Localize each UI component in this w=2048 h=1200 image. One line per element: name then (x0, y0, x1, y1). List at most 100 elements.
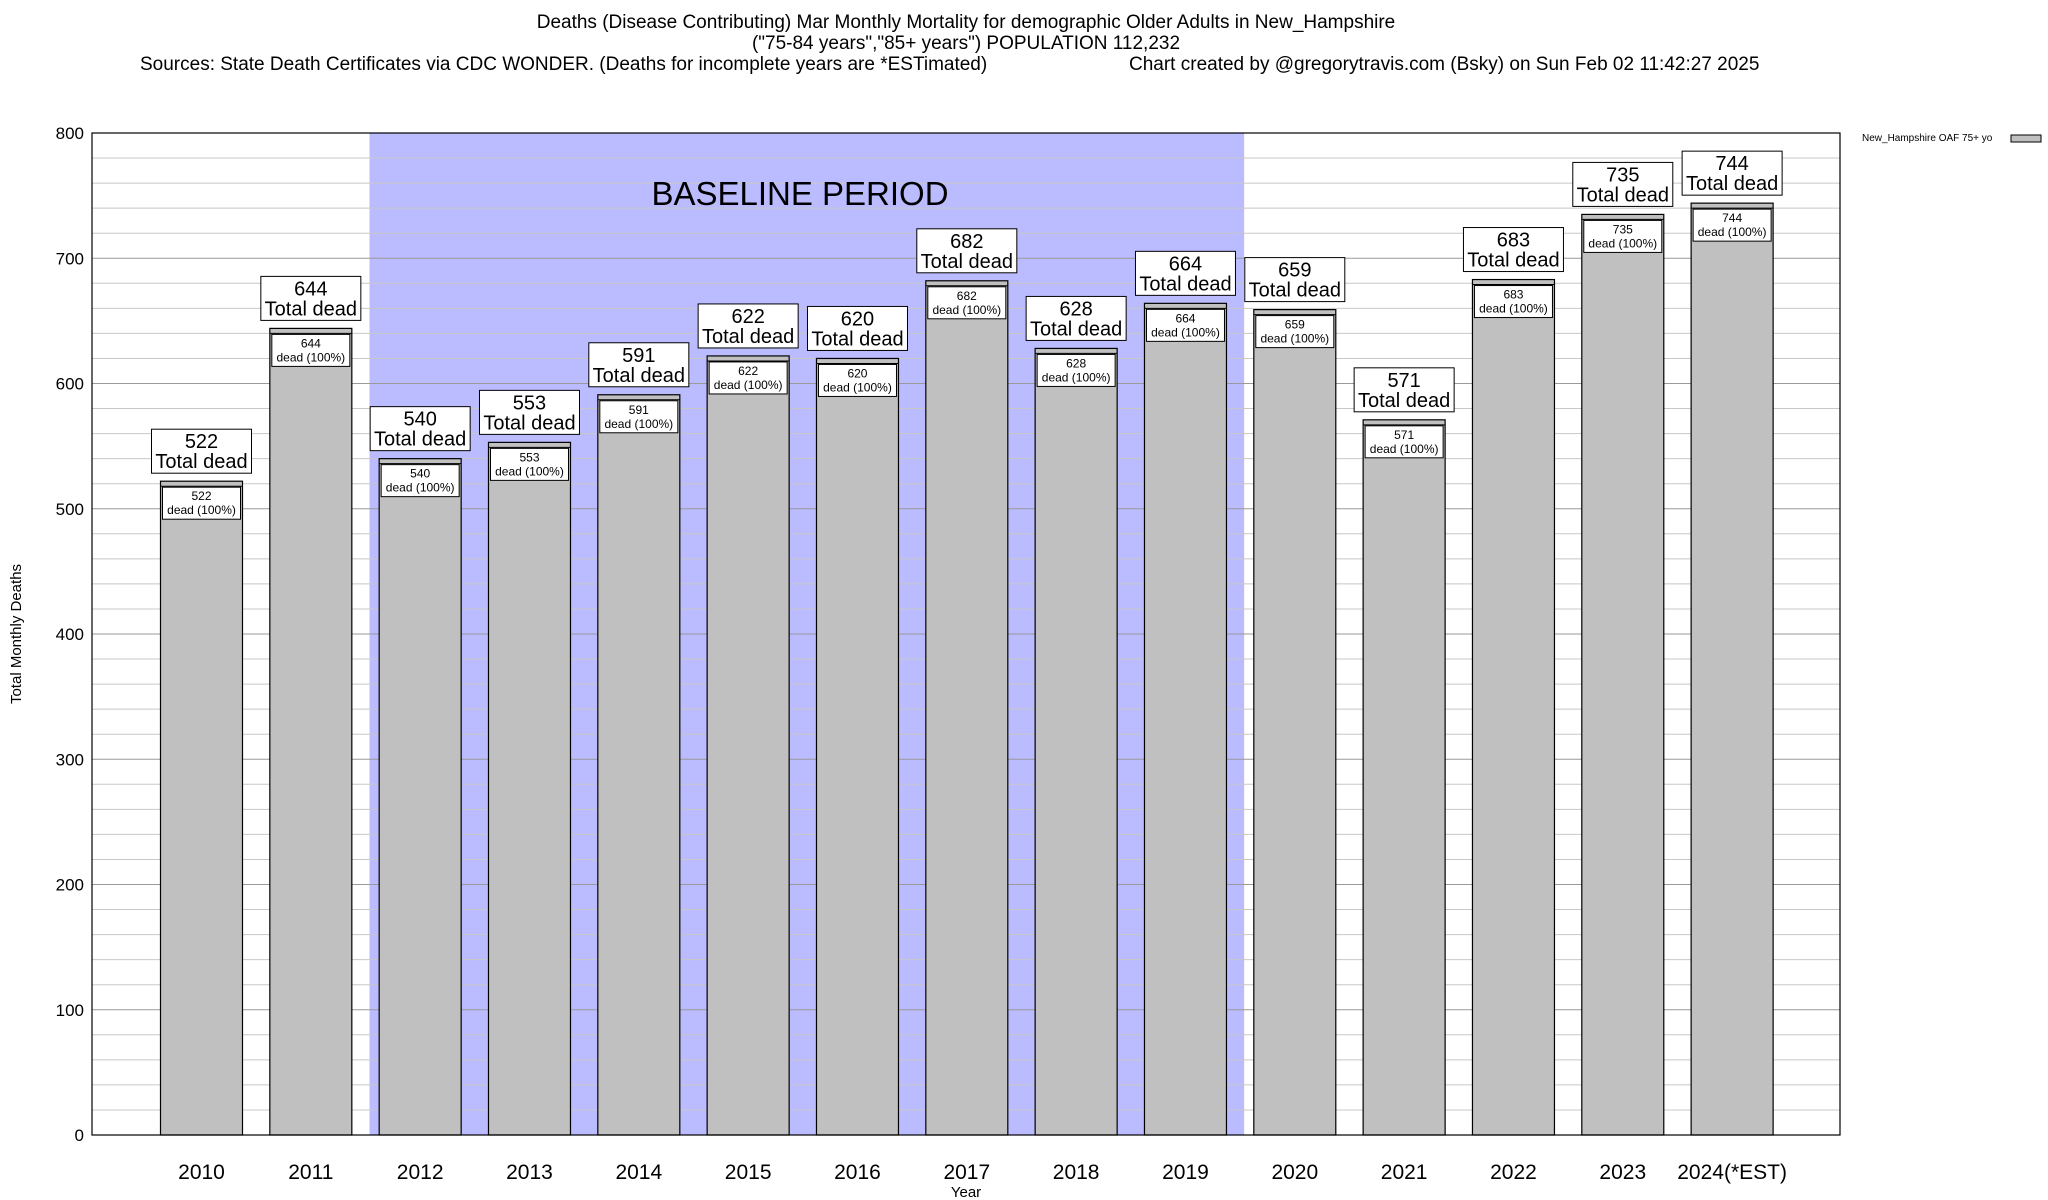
x-tick-label: 2013 (506, 1161, 553, 1184)
y-tick-label: 300 (56, 750, 84, 769)
top-label-text: Total dead (1358, 390, 1450, 412)
inner-label-value: 620 (847, 366, 867, 380)
chart-credit: Chart created by @gregorytravis.com (Bsk… (1129, 54, 1760, 75)
inner-label-text: dead (100%) (823, 380, 892, 394)
inner-label-text: dead (100%) (1479, 302, 1548, 316)
x-tick-label: 2011 (288, 1161, 333, 1184)
top-label-box (806, 305, 908, 351)
inner-label-text: dead (100%) (495, 464, 564, 478)
x-tick-label: 2010 (178, 1161, 225, 1184)
inner-label-box (1583, 219, 1663, 253)
top-label-text: Total dead (702, 326, 794, 348)
bar-2015 (706, 355, 790, 1136)
inner-label-value: 622 (738, 364, 758, 378)
top-label-box (588, 342, 690, 388)
bar-2018 (1034, 347, 1118, 1136)
top-label-box (1244, 257, 1346, 303)
inner-label-text: dead (100%) (1260, 332, 1329, 346)
top-label-box (260, 275, 362, 321)
inner-label-box (1692, 208, 1772, 242)
inner-label-value: 659 (1285, 318, 1305, 332)
top-label-text: Total dead (155, 451, 247, 473)
chart-subtitle: ("75-84 years","85+ years") POPULATION 1… (751, 33, 1181, 54)
inner-label-value: 540 (410, 467, 430, 481)
top-label-text: Total dead (593, 365, 685, 387)
chart-sources-note: Sources: State Death Certificates via CD… (140, 54, 988, 75)
x-tick-label: 2012 (397, 1161, 444, 1184)
y-tick-label: 500 (56, 500, 84, 519)
top-label-box (478, 389, 580, 435)
legend-swatch (2010, 134, 2042, 143)
top-label-value: 622 (731, 306, 764, 328)
y-tick-label: 200 (56, 876, 84, 895)
inner-label-value: 735 (1613, 222, 1633, 236)
inner-label-text: dead (100%) (1588, 236, 1657, 250)
y-tick-label: 400 (56, 625, 84, 644)
inner-label-text: dead (100%) (386, 481, 455, 495)
top-label-box (697, 303, 799, 349)
inner-label-text: dead (100%) (1151, 325, 1220, 339)
inner-label-box (1364, 425, 1444, 459)
x-tick-label: 2024(*EST) (1677, 1161, 1787, 1184)
top-label-box (369, 406, 471, 452)
top-label-box (1572, 161, 1674, 207)
inner-label-text: dead (100%) (1370, 442, 1439, 456)
bar-2012 (378, 458, 462, 1136)
top-label-value: 735 (1606, 164, 1639, 186)
inner-label-text: dead (100%) (604, 417, 673, 431)
top-label-text: Total dead (1467, 250, 1559, 272)
top-label-box (1134, 250, 1236, 296)
inner-label-value: 683 (1503, 288, 1523, 302)
inner-label-box (1036, 353, 1116, 387)
inner-label-text: dead (100%) (1698, 225, 1767, 239)
top-label-value: 628 (1059, 298, 1092, 320)
top-label-value: 620 (841, 308, 874, 330)
inner-label-value: 553 (519, 450, 539, 464)
top-label-text: Total dead (1139, 273, 1231, 295)
x-tick-label: 2020 (1271, 1161, 1318, 1184)
inner-label-text: dead (100%) (1042, 370, 1111, 384)
inner-label-box (1473, 285, 1553, 319)
y-tick-label: 100 (56, 1001, 84, 1020)
bar-2011 (269, 327, 353, 1136)
inner-label-value: 571 (1394, 428, 1414, 442)
inner-label-box (271, 333, 351, 367)
legend-label: New_Hampshire OAF 75+ yo (1862, 133, 1993, 144)
top-label-text: Total dead (1686, 173, 1778, 195)
inner-label-value: 664 (1175, 311, 1195, 325)
bar-2019 (1143, 302, 1228, 1136)
top-label-box (151, 428, 252, 474)
bar-2021 (1362, 419, 1446, 1136)
top-label-box (1681, 150, 1783, 196)
y-tick-label: 0 (75, 1126, 84, 1145)
inner-label-box (1145, 308, 1225, 342)
top-label-value: 553 (513, 392, 546, 414)
bar-2016 (815, 357, 900, 1136)
top-label-value: 571 (1387, 370, 1420, 392)
top-label-text: Total dead (811, 328, 903, 350)
top-label-value: 744 (1715, 153, 1748, 175)
top-label-text: Total dead (374, 429, 466, 451)
x-tick-label: 2015 (725, 1161, 772, 1184)
top-label-value: 540 (403, 409, 436, 431)
inner-label-box (817, 363, 897, 397)
x-tick-label: 2017 (943, 1161, 990, 1184)
top-label-box (1025, 295, 1127, 341)
inner-label-text: dead (100%) (714, 378, 783, 392)
x-tick-label: 2023 (1599, 1161, 1646, 1184)
plot-border (91, 132, 1841, 1136)
bar-2023 (1581, 213, 1665, 1136)
top-label-value: 591 (622, 345, 655, 367)
bar-2020 (1253, 309, 1337, 1136)
inner-label-value: 522 (191, 489, 211, 503)
top-label-value: 522 (185, 431, 218, 453)
bar-2022 (1471, 278, 1556, 1136)
inner-label-box (1255, 315, 1335, 349)
inner-label-box (927, 286, 1007, 320)
bar-2017 (925, 280, 1009, 1136)
top-label-text: Total dead (921, 251, 1013, 273)
top-label-box (1462, 227, 1564, 273)
y-axis-title: Total Monthly Deaths (8, 564, 25, 704)
bar-2014 (597, 394, 681, 1136)
inner-label-value: 628 (1066, 356, 1086, 370)
